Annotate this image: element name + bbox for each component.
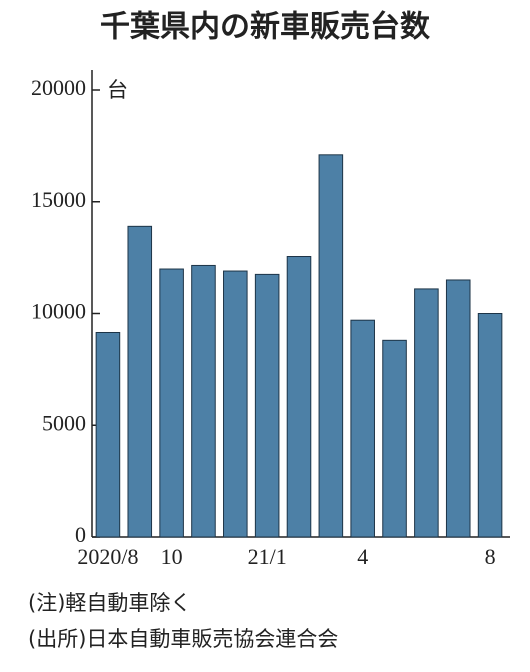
x-tick-label: 21/1 [248,544,287,569]
bar [95,331,121,538]
bar [318,154,344,538]
bar [159,268,184,538]
unit-label: 台 [107,78,128,102]
y-tick-label: 10000 [31,299,86,324]
chart-title: 千葉県内の新車販売台数 [100,10,431,45]
bar [191,264,216,538]
y-tick-label: 5000 [42,410,86,435]
x-tick-label: 10 [161,544,183,569]
y-tick-label: 0 [75,522,86,547]
source: (出所)日本自動車販売協会連合会 [28,627,338,651]
note: (注)軽自動車除く [28,591,191,615]
x-tick-label: 8 [485,544,496,569]
x-tick-label: 4 [357,544,368,569]
bar [382,339,407,538]
bar [223,270,248,538]
bar [477,313,503,538]
bar [254,273,280,538]
bar [445,279,471,538]
bar [414,288,439,538]
y-tick-label: 15000 [31,187,86,212]
bar [350,319,375,538]
y-tick-label: 20000 [31,75,86,100]
x-tick-label: 2020/8 [77,544,138,569]
bar [127,225,153,538]
bar [286,256,312,538]
